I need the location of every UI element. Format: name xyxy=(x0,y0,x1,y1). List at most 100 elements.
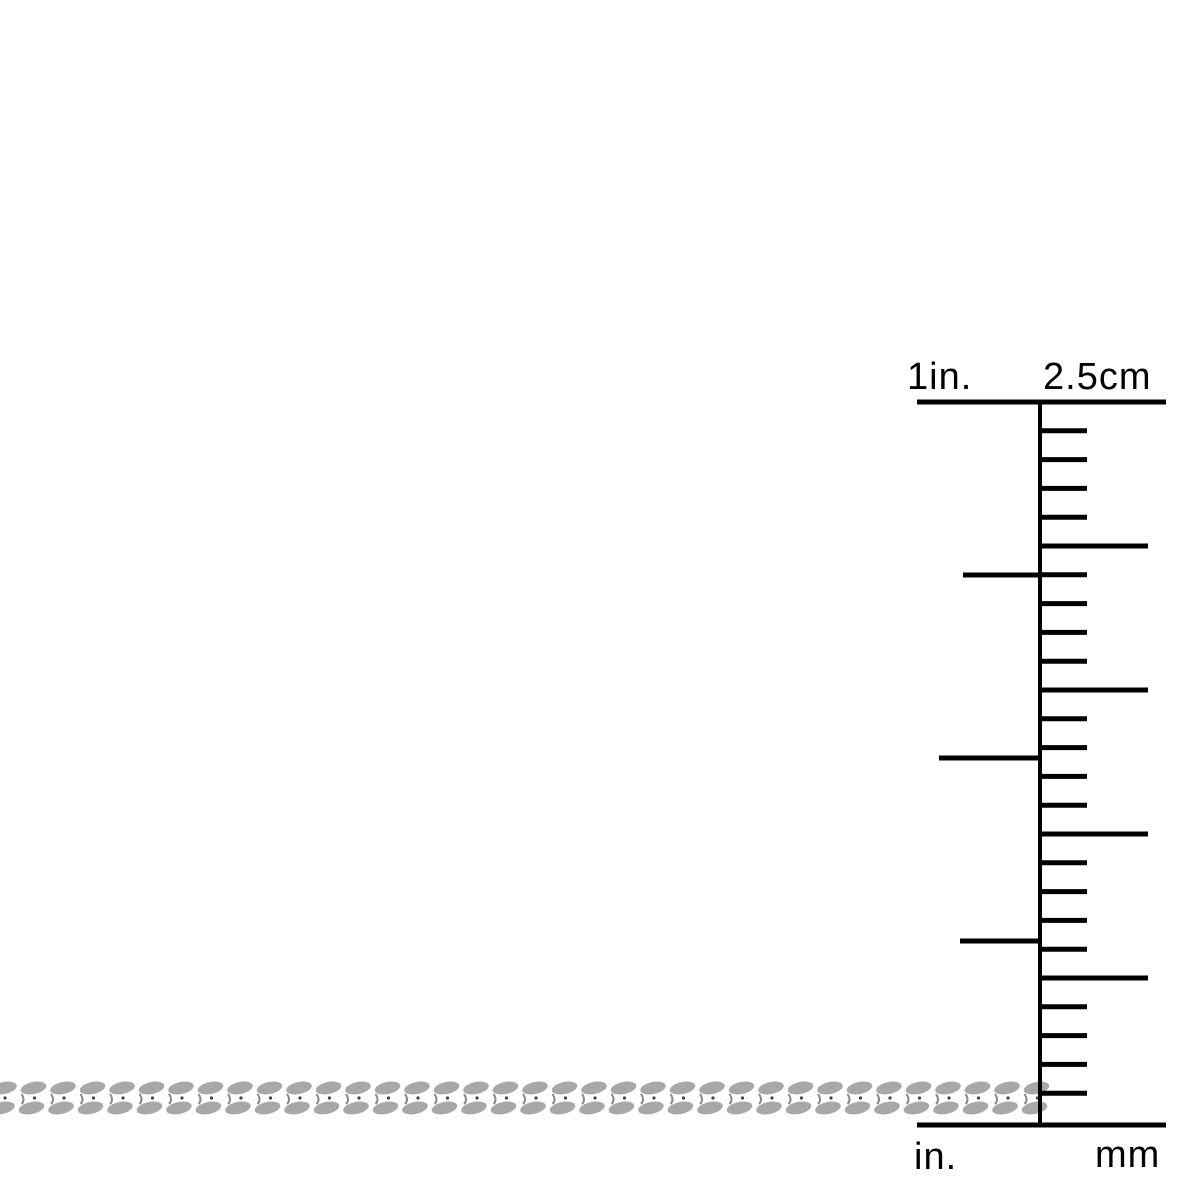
link-shadow xyxy=(947,1096,951,1100)
chain-link xyxy=(903,1081,932,1115)
chain-link xyxy=(844,1081,873,1115)
chain-link xyxy=(785,1081,814,1115)
chain-link xyxy=(490,1081,519,1115)
link-shadow xyxy=(917,1096,922,1100)
chain-link xyxy=(402,1081,430,1115)
chain-link xyxy=(343,1081,371,1115)
link-upper xyxy=(551,1081,578,1095)
link-edge xyxy=(522,1093,526,1105)
link-edge xyxy=(846,1093,851,1105)
chain-link xyxy=(933,1081,961,1115)
link-lower xyxy=(490,1101,517,1115)
link-upper xyxy=(492,1081,519,1095)
link-lower xyxy=(77,1101,104,1115)
link-lower xyxy=(903,1101,930,1115)
link-upper xyxy=(109,1081,135,1095)
link-lower xyxy=(461,1101,487,1115)
link-shadow xyxy=(652,1096,656,1100)
link-upper xyxy=(846,1081,873,1095)
link-shadow xyxy=(445,1096,450,1100)
link-upper xyxy=(964,1081,991,1095)
link-lower xyxy=(284,1101,310,1115)
link-upper xyxy=(50,1081,76,1095)
link-shadow xyxy=(180,1096,184,1100)
link-edge xyxy=(404,1093,408,1105)
link-edge xyxy=(581,1093,585,1105)
chain-link xyxy=(225,1081,253,1115)
link-shadow xyxy=(91,1096,96,1100)
link-lower xyxy=(844,1101,871,1115)
link-shadow xyxy=(209,1096,214,1100)
link-upper xyxy=(758,1081,784,1095)
ruler xyxy=(917,399,1166,1128)
chain-link xyxy=(166,1081,194,1115)
link-upper xyxy=(669,1081,696,1095)
link-edge xyxy=(463,1093,467,1105)
link-upper xyxy=(168,1081,194,1095)
link-upper xyxy=(433,1081,460,1095)
link-upper xyxy=(0,1081,17,1095)
link-edge xyxy=(1023,1093,1028,1105)
link-edge xyxy=(256,1093,261,1105)
link-edge xyxy=(197,1093,202,1105)
link-upper xyxy=(728,1081,755,1095)
chain-link xyxy=(549,1081,578,1115)
chain-link xyxy=(313,1081,342,1115)
link-lower xyxy=(402,1101,428,1115)
link-edge xyxy=(610,1093,615,1105)
link-upper xyxy=(374,1081,401,1095)
link-edge xyxy=(905,1093,910,1105)
link-upper xyxy=(640,1081,666,1095)
link-shadow xyxy=(563,1096,568,1100)
link-shadow xyxy=(3,1096,7,1100)
chain-link xyxy=(992,1081,1020,1115)
chain-link xyxy=(579,1081,607,1115)
link-lower xyxy=(992,1101,1018,1115)
link-shadow xyxy=(239,1096,243,1100)
link-edge xyxy=(315,1093,320,1105)
link-shadow xyxy=(799,1096,804,1100)
link-edge xyxy=(551,1093,556,1105)
link-upper xyxy=(699,1081,725,1095)
link-shadow xyxy=(475,1096,479,1100)
link-edge xyxy=(227,1093,231,1105)
link-edge xyxy=(138,1093,143,1105)
link-upper xyxy=(315,1081,342,1095)
link-lower xyxy=(431,1101,458,1115)
link-edge xyxy=(20,1093,25,1105)
chain-link xyxy=(756,1081,784,1115)
link-lower xyxy=(313,1101,340,1115)
link-edge xyxy=(640,1093,644,1105)
link-shadow xyxy=(711,1096,715,1100)
link-edge xyxy=(286,1093,290,1105)
link-upper xyxy=(20,1081,47,1095)
link-shadow xyxy=(888,1096,892,1100)
link-upper xyxy=(905,1081,932,1095)
chain-link xyxy=(697,1081,725,1115)
link-upper xyxy=(463,1081,489,1095)
link-lower xyxy=(726,1101,753,1115)
chain-link xyxy=(726,1081,755,1115)
link-edge xyxy=(109,1093,113,1105)
chain-link xyxy=(254,1081,283,1115)
link-shadow xyxy=(150,1096,155,1100)
link-lower xyxy=(372,1101,399,1115)
link-lower xyxy=(785,1101,812,1115)
chain-link xyxy=(284,1081,312,1115)
link-edge xyxy=(168,1093,172,1105)
chain-link xyxy=(107,1081,135,1115)
chain xyxy=(0,1081,1050,1115)
link-upper xyxy=(787,1081,814,1095)
link-shadow xyxy=(504,1096,509,1100)
link-lower xyxy=(254,1101,281,1115)
link-lower xyxy=(225,1101,251,1115)
link-edge xyxy=(994,1093,998,1105)
link-shadow xyxy=(416,1096,420,1100)
link-upper xyxy=(345,1081,371,1095)
link-edge xyxy=(79,1093,84,1105)
link-upper xyxy=(227,1081,253,1095)
link-lower xyxy=(1021,1101,1048,1115)
link-lower xyxy=(697,1101,723,1115)
link-edge xyxy=(935,1093,939,1105)
